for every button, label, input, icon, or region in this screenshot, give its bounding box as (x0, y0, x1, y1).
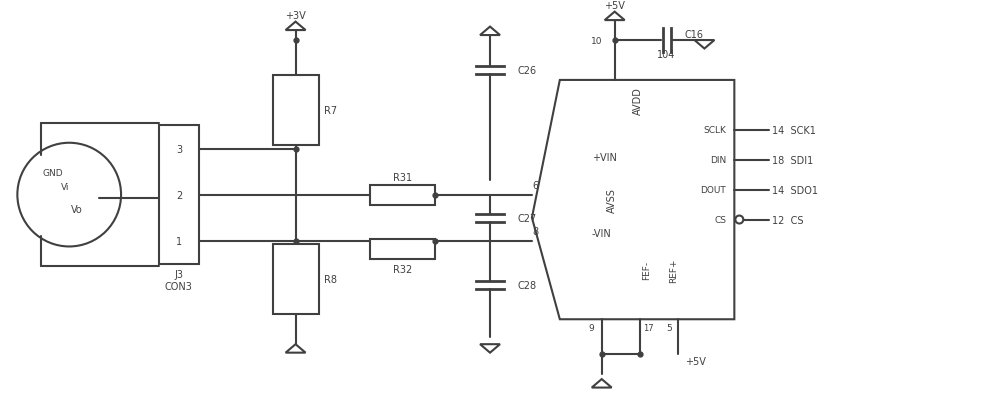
Text: 8: 8 (533, 226, 539, 236)
Text: 6: 6 (533, 180, 539, 190)
Text: 12  CS: 12 CS (772, 215, 804, 225)
Text: +VIN: +VIN (592, 152, 617, 162)
Text: R31: R31 (393, 172, 412, 182)
Text: 3: 3 (176, 144, 182, 154)
Text: C28: C28 (518, 280, 537, 290)
Text: DOUT: DOUT (701, 186, 726, 195)
Text: C26: C26 (518, 66, 537, 76)
Polygon shape (480, 27, 500, 36)
Text: AVSS: AVSS (607, 188, 617, 213)
Text: 2: 2 (176, 190, 182, 200)
Polygon shape (532, 81, 734, 319)
Bar (370, 240, 435, 260)
Bar (273, 245, 319, 315)
Text: CON3: CON3 (165, 282, 193, 292)
Text: +5V: +5V (685, 356, 706, 366)
Polygon shape (286, 22, 306, 31)
Text: REF+: REF+ (669, 258, 678, 282)
Text: 5: 5 (667, 323, 673, 332)
Text: 17: 17 (643, 323, 653, 332)
Polygon shape (694, 41, 714, 49)
Text: R8: R8 (324, 275, 337, 285)
Text: CS: CS (714, 216, 726, 225)
Text: SCLK: SCLK (703, 126, 726, 135)
Text: AVDD: AVDD (633, 87, 643, 115)
Text: +5V: +5V (604, 1, 625, 11)
Text: R32: R32 (393, 265, 412, 275)
Text: C16: C16 (684, 30, 703, 40)
Text: GND: GND (43, 169, 64, 178)
Bar (370, 185, 435, 205)
Circle shape (17, 144, 121, 247)
Bar (273, 76, 319, 145)
Text: DIN: DIN (710, 156, 726, 165)
Text: -VIN: -VIN (592, 229, 611, 238)
Text: 18  SDI1: 18 SDI1 (772, 155, 813, 165)
Text: Vi: Vi (61, 183, 69, 192)
Text: J3: J3 (174, 270, 183, 280)
Polygon shape (592, 379, 612, 388)
Text: 104: 104 (657, 50, 676, 60)
Text: 14  SDO1: 14 SDO1 (772, 185, 818, 195)
Text: 1: 1 (176, 236, 182, 246)
Polygon shape (605, 13, 625, 21)
Text: +3V: +3V (285, 11, 306, 21)
Polygon shape (480, 344, 500, 353)
Text: FEF-: FEF- (643, 260, 652, 279)
Text: 14  SCK1: 14 SCK1 (772, 126, 816, 135)
Bar (159, 126, 199, 265)
Text: R7: R7 (324, 106, 338, 116)
Text: 9: 9 (588, 323, 594, 332)
Text: Vo: Vo (71, 204, 83, 214)
Text: 10: 10 (591, 36, 603, 45)
Polygon shape (286, 344, 306, 353)
Text: C27: C27 (518, 213, 537, 223)
Circle shape (735, 216, 743, 224)
